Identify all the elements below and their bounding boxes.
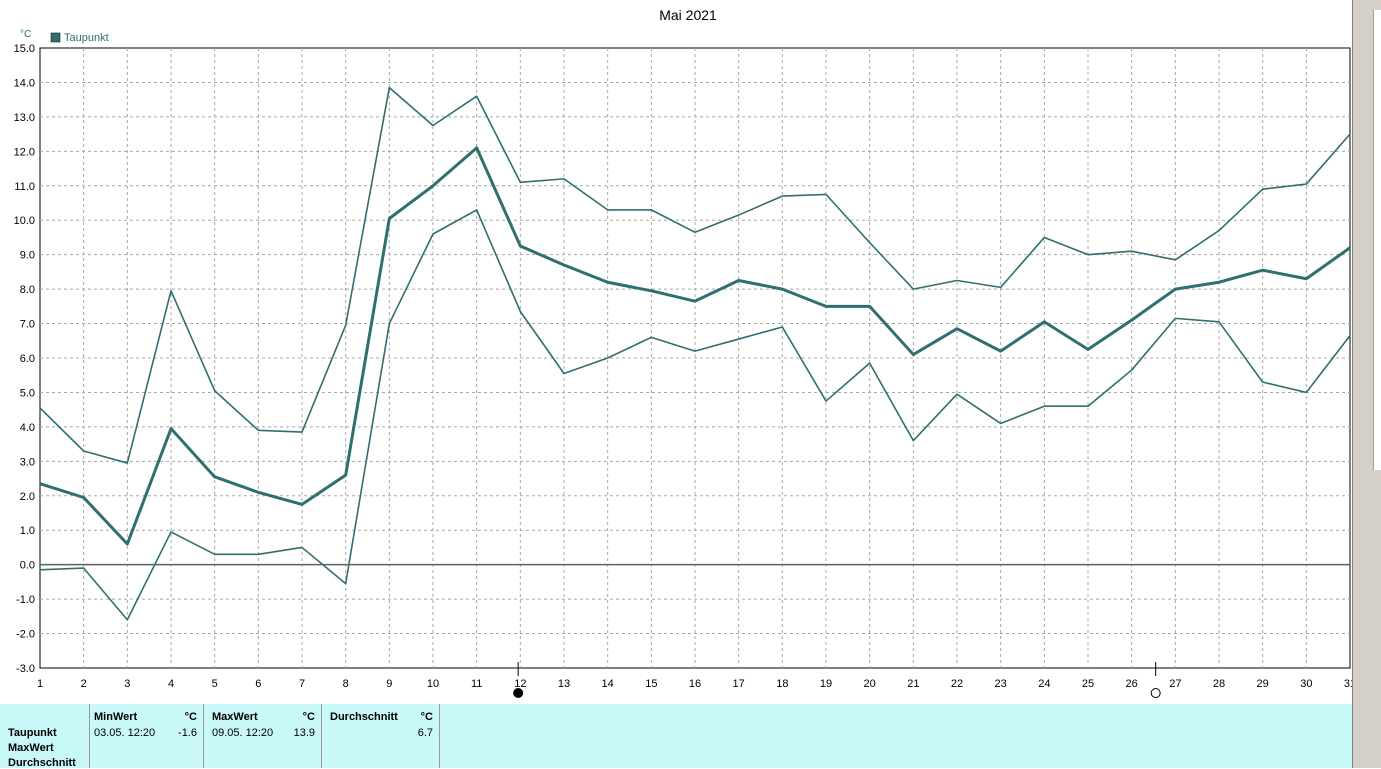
- stats-min-column: MinWert °C 03.05. 12:20 -1.6: [90, 704, 204, 768]
- y-tick-label: 2.0: [20, 491, 35, 503]
- min-value: -1.6: [178, 727, 197, 739]
- min-unit: °C: [184, 711, 197, 723]
- y-tick-label: 15.0: [14, 43, 35, 55]
- row-label-taupunkt: Taupunkt: [8, 727, 57, 739]
- x-tick-label: 4: [168, 678, 174, 690]
- x-tick-label: 1: [37, 678, 43, 690]
- x-tick-label: 29: [1257, 678, 1269, 690]
- y-axis-ticks: 15.0 14.0 13.0 12.0 11.0 10.0 9.0 8.0 7.0 6.0 5.0 4…: [14, 43, 35, 675]
- series-line-avg: [39, 146, 1351, 546]
- x-tick-label: 17: [733, 678, 745, 690]
- series-group: [39, 86, 1351, 621]
- max-time: 09.05. 12:20: [212, 727, 274, 739]
- y-tick-label: 12.0: [14, 146, 35, 158]
- x-tick-label: 25: [1082, 678, 1094, 690]
- y-tick-label: 14.0: [14, 77, 35, 89]
- x-tick-label: 3: [124, 678, 130, 690]
- x-tick-label: 16: [689, 678, 701, 690]
- x-tick-label: 27: [1169, 678, 1181, 690]
- min-header: MinWert: [94, 711, 138, 723]
- max-unit: °C: [302, 711, 315, 723]
- full-moon-icon: [1150, 688, 1161, 698]
- dew-point-chart: Mai 2021 °C Taupunkt 15.014.013.012.011.…: [14, 7, 1352, 698]
- moon-phase-markers: [513, 662, 1161, 698]
- y-tick-label: 6.0: [20, 353, 35, 365]
- avg-value: 6.7: [417, 727, 433, 739]
- x-tick-label: 2: [81, 678, 87, 690]
- y-tick-label: 1.0: [20, 525, 35, 537]
- x-tick-label: 26: [1126, 678, 1138, 690]
- stats-max-column: MaxWert °C 09.05. 12:20 13.9: [204, 704, 322, 768]
- y-tick-label: 13.0: [14, 112, 35, 124]
- series-line-max: [39, 86, 1351, 464]
- series-line-min: [39, 209, 1351, 621]
- adjacent-window-edge: [1352, 0, 1381, 768]
- x-tick-label: 15: [645, 678, 657, 690]
- x-tick-label: 30: [1300, 678, 1312, 690]
- avg-unit: °C: [420, 711, 433, 723]
- max-header: MaxWert: [212, 711, 258, 723]
- x-tick-label: 7: [299, 678, 305, 690]
- x-tick-label: 14: [602, 678, 614, 690]
- x-tick-label: 8: [343, 678, 349, 690]
- y-tick-label: 0.0: [20, 560, 35, 572]
- y-tick-label: 3.0: [20, 456, 35, 468]
- legend-label: Taupunkt: [64, 32, 109, 44]
- stats-row-labels: Taupunkt MaxWert Durchschnitt: [0, 704, 90, 769]
- row-label-durchschnitt: Durchschnitt: [8, 757, 76, 769]
- x-tick-label: 9: [386, 678, 392, 690]
- y-tick-label: 4.0: [20, 422, 35, 434]
- x-tick-label: 20: [864, 678, 876, 690]
- x-tick-label: 28: [1213, 678, 1225, 690]
- y-tick-label: 8.0: [20, 284, 35, 296]
- x-tick-label: 22: [951, 678, 963, 690]
- new-moon-icon: [513, 688, 524, 698]
- chart-title: Mai 2021: [659, 7, 717, 23]
- x-tick-label: 13: [558, 678, 570, 690]
- y-tick-label: 7.0: [20, 319, 35, 331]
- y-tick-label: 5.0: [20, 387, 35, 399]
- x-tick-label: 19: [820, 678, 832, 690]
- y-tick-label: -1.0: [16, 594, 35, 606]
- stats-avg-column: Durchschnitt °C 6.7: [322, 704, 440, 768]
- legend-swatch: [50, 32, 61, 43]
- x-tick-label: 21: [907, 678, 919, 690]
- x-tick-label: 6: [255, 678, 261, 690]
- statistics-panel: Taupunkt MaxWert Durchschnitt MinWert °C…: [0, 704, 1352, 769]
- avg-header: Durchschnitt: [330, 711, 398, 723]
- y-tick-label: -2.0: [16, 629, 35, 641]
- legend: Taupunkt: [50, 32, 109, 44]
- y-tick-label: 9.0: [20, 250, 35, 262]
- y-tick-label: 10.0: [14, 215, 35, 227]
- x-tick-label: 5: [212, 678, 218, 690]
- min-time: 03.05. 12:20: [94, 727, 156, 739]
- x-axis-ticks: 1 2 3 4 5 6 7 8 9 10 11 12 13 14 15 16 17 18 19 20 21 22 23 24 2…: [37, 678, 1352, 690]
- x-tick-label: 11: [471, 678, 482, 690]
- adjacent-window-panel: [1373, 10, 1381, 470]
- y-tick-label: 11.0: [14, 181, 35, 193]
- max-value: 13.9: [293, 727, 315, 739]
- x-tick-label: 10: [427, 678, 439, 690]
- x-tick-label: 12: [514, 678, 526, 690]
- x-tick-label: 18: [776, 678, 788, 690]
- x-tick-label: 23: [995, 678, 1007, 690]
- x-tick-label: 31: [1344, 678, 1352, 690]
- y-tick-label: -3.0: [16, 663, 35, 675]
- row-label-maxwert: MaxWert: [8, 742, 54, 754]
- x-tick-label: 24: [1038, 678, 1050, 690]
- y-axis-unit: °C: [20, 29, 31, 40]
